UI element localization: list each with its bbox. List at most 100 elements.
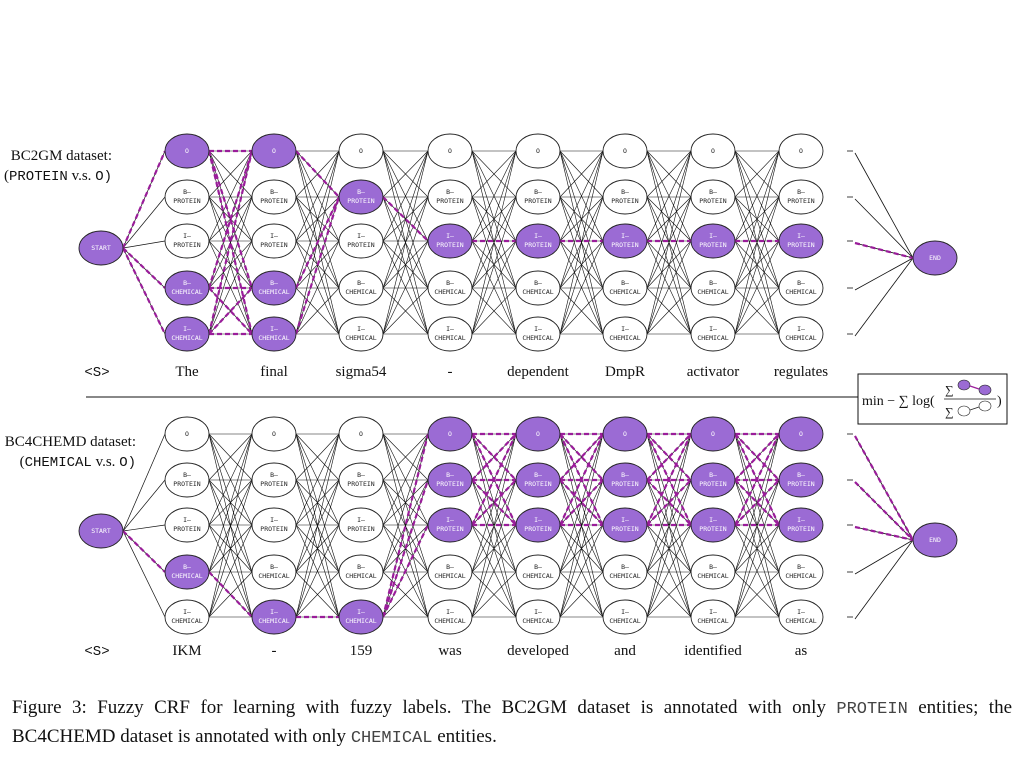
fuzzy-edge <box>471 479 517 526</box>
node-label: B– <box>270 188 278 196</box>
node-label: B– <box>183 471 191 479</box>
state-node: B–PROTEIN <box>251 179 297 215</box>
node-label: CHEMICAL <box>345 617 376 625</box>
node-label: B– <box>534 279 542 287</box>
fuzzy-edge <box>559 433 604 481</box>
node-ellipse <box>690 179 736 215</box>
state-node: I–CHEMICAL <box>251 316 297 352</box>
fuzzy-edge <box>646 479 692 526</box>
state-node: O <box>251 416 297 452</box>
state-node: B–CHEMICAL <box>602 554 648 590</box>
node-label: O <box>711 430 715 438</box>
node-label: PROTEIN <box>173 197 200 205</box>
node-ellipse <box>164 270 210 306</box>
node-label: B– <box>709 471 717 479</box>
fuzzy-edge <box>734 433 780 526</box>
edge <box>734 433 780 573</box>
node-ellipse <box>690 223 736 259</box>
edge <box>295 287 340 335</box>
node-label: O <box>536 430 540 438</box>
fuzzy-edge <box>471 433 517 526</box>
node-ellipse <box>515 462 561 498</box>
node-label: CHEMICAL <box>522 288 553 296</box>
loss-formula-text: min − ∑ log( <box>862 394 935 409</box>
state-node: B–CHEMICAL <box>427 554 473 590</box>
state-node: O <box>515 133 561 169</box>
dataset-subtitle: (PROTEIN v.s. O) <box>4 168 112 185</box>
token: and <box>614 643 636 659</box>
node-label: CHEMICAL <box>434 334 465 342</box>
fuzzy-edge <box>295 150 340 198</box>
fuzzy-edge <box>646 433 692 481</box>
node-label: CHEMICAL <box>785 334 816 342</box>
node-label: O <box>359 147 363 155</box>
fuzzy-edge <box>295 196 340 289</box>
token: regulates <box>774 364 828 380</box>
fuzzy-edge <box>646 479 692 526</box>
node-label: I– <box>357 325 365 333</box>
state-node: B–CHEMICAL <box>338 554 384 590</box>
caption-protein: PROTEIN <box>836 700 908 719</box>
end-edge <box>854 539 914 575</box>
node-ellipse <box>690 270 736 306</box>
state-node: I–CHEMICAL <box>338 599 384 635</box>
node-ellipse <box>338 270 384 306</box>
state-node: I–CHEMICAL <box>515 599 561 635</box>
state-node: B–PROTEIN <box>338 462 384 498</box>
node-label: O <box>448 147 452 155</box>
caption-chemical: CHEMICAL <box>350 729 433 748</box>
node-ellipse <box>602 133 648 169</box>
state-node: I–PROTEIN <box>515 507 561 543</box>
node-label: O <box>711 147 715 155</box>
state-node: B–PROTEIN <box>690 462 736 498</box>
node-label: B– <box>270 279 278 287</box>
start-label: START <box>91 244 111 252</box>
edge <box>208 479 253 618</box>
node-label: I– <box>797 608 805 616</box>
node-label: O <box>272 147 276 155</box>
node-label: I– <box>709 516 717 524</box>
fuzzy-edge <box>121 150 167 249</box>
edge <box>734 571 780 618</box>
edge <box>208 524 253 618</box>
node-ellipse <box>602 270 648 306</box>
node-label: CHEMICAL <box>171 334 202 342</box>
node-label: I– <box>183 325 191 333</box>
fuzzy-edge <box>646 433 692 526</box>
edge <box>646 196 692 335</box>
node-label: O <box>448 430 452 438</box>
fuzzy-edge <box>559 433 604 526</box>
edge <box>295 150 340 198</box>
node-ellipse <box>164 554 210 590</box>
node-ellipse <box>778 507 824 543</box>
node-label: CHEMICAL <box>697 288 728 296</box>
edge <box>295 433 340 573</box>
node-label: PROTEIN <box>436 197 463 205</box>
token: - <box>272 643 277 659</box>
state-node: B–CHEMICAL <box>690 554 736 590</box>
node-ellipse <box>427 462 473 498</box>
node-label: I– <box>270 232 278 240</box>
node-label: B– <box>357 471 365 479</box>
node-label: I– <box>709 325 717 333</box>
state-node: I–CHEMICAL <box>164 316 210 352</box>
node-label: CHEMICAL <box>697 572 728 580</box>
edge <box>559 433 604 618</box>
fuzzy-edge <box>854 435 914 541</box>
edge <box>471 287 517 335</box>
node-ellipse <box>427 507 473 543</box>
node-ellipse <box>164 462 210 498</box>
end-ellipse <box>912 522 958 558</box>
edge <box>734 240 780 289</box>
node-label: CHEMICAL <box>522 617 553 625</box>
edge <box>208 571 253 618</box>
node-ellipse <box>778 133 824 169</box>
node-label: B– <box>183 279 191 287</box>
node-label: CHEMICAL <box>785 617 816 625</box>
node-ellipse <box>515 270 561 306</box>
node-ellipse <box>164 133 210 169</box>
token: DmpR <box>605 364 645 380</box>
node-label: I– <box>270 516 278 524</box>
state-node: I–CHEMICAL <box>338 316 384 352</box>
